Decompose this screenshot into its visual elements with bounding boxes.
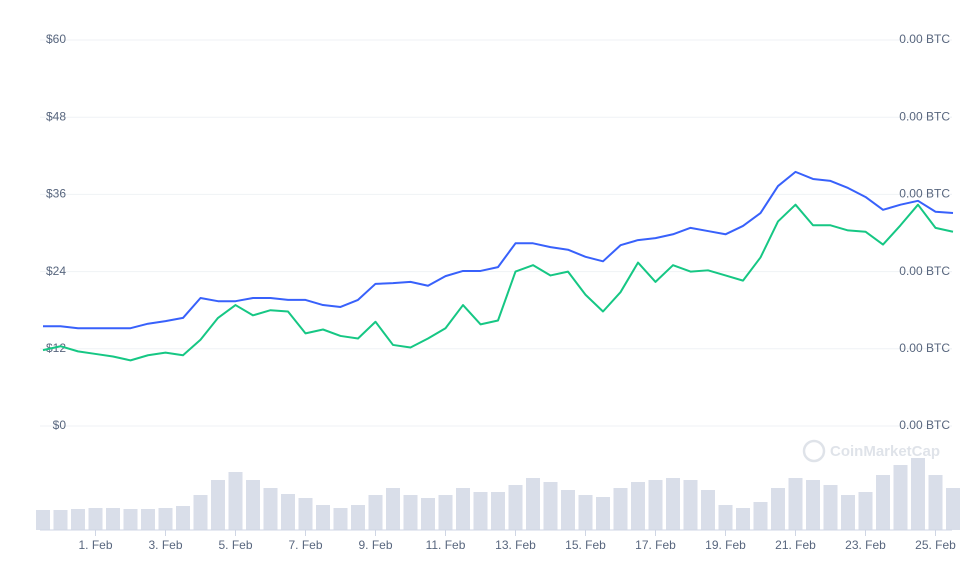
y-tick-label: $0 [53, 418, 67, 432]
volume-bar [736, 508, 750, 530]
volume-bar [123, 509, 138, 530]
volume-bar [578, 495, 593, 530]
volume-bar [753, 502, 768, 530]
volume-bar [193, 495, 208, 530]
volume [36, 458, 960, 530]
x-tick-label: 25. Feb [915, 538, 956, 552]
volume-bar [911, 458, 925, 530]
volume-bar [788, 478, 803, 530]
volume-bar [876, 475, 890, 530]
y-tick-label: $24 [46, 264, 66, 278]
volume-bar [718, 505, 733, 530]
x-tick-label: 17. Feb [635, 538, 676, 552]
volume-bar [333, 508, 348, 530]
volume-bar [211, 480, 225, 530]
volume-bar [36, 510, 50, 530]
volume-bar [158, 508, 173, 530]
volume-bar [106, 508, 120, 530]
volume-bar [141, 509, 155, 530]
volume-bar [683, 480, 698, 530]
volume-bar [701, 490, 715, 530]
x-tick-label: 3. Feb [148, 538, 182, 552]
volume-bar [561, 490, 575, 530]
x-tick-label: 13. Feb [495, 538, 536, 552]
price-line [42, 203, 954, 362]
volume-bar [263, 488, 278, 530]
watermark-text: CoinMarketCap [830, 443, 940, 460]
volume-bar [438, 495, 453, 530]
volume-bar [491, 492, 505, 530]
volume-bar [53, 510, 68, 530]
y2-tick-label: 0.00 BTC [899, 32, 950, 46]
x-tick-label: 21. Feb [775, 538, 816, 552]
volume-bar [596, 497, 610, 530]
watermark-logo [802, 439, 826, 463]
volume-bar [421, 498, 435, 530]
volume-bar [386, 488, 400, 530]
price-line [43, 170, 954, 330]
volume-bar [613, 488, 628, 530]
volume-bar [281, 494, 295, 530]
volume-bar [228, 472, 243, 530]
y2-tick-label: 0.00 BTC [899, 418, 950, 432]
volume-bar [771, 488, 785, 530]
x-tick-label: 23. Feb [845, 538, 886, 552]
volume-bar [71, 509, 85, 530]
volume-bar [893, 465, 908, 530]
volume-bar [298, 498, 313, 530]
x-tick-label: 5. Feb [218, 538, 252, 552]
y2-tick-label: 0.00 BTC [899, 109, 950, 123]
volume-bar [858, 492, 873, 530]
volume-bar [456, 488, 470, 530]
volume-bar [88, 508, 103, 530]
y2-tick-label: 0.00 BTC [899, 341, 950, 355]
volume-bar [526, 478, 540, 530]
x-tick-label: 1. Feb [78, 538, 112, 552]
x-tick-label: 15. Feb [565, 538, 606, 552]
x-tick-label: 7. Feb [288, 538, 322, 552]
volume-bar [316, 505, 330, 530]
y2-tick-label: 0.00 BTC [899, 187, 950, 201]
volume-bar [806, 480, 820, 530]
volume-bar [403, 495, 418, 530]
volume-bar [176, 506, 190, 530]
volume-bar [246, 480, 260, 530]
x-tick-label: 19. Feb [705, 538, 746, 552]
volume-bar [928, 475, 943, 530]
volume-bar [508, 485, 523, 530]
volume-bar [351, 505, 365, 530]
volume-bar [368, 495, 383, 530]
y-tick-label: $60 [46, 32, 66, 46]
x-tick-label: 9. Feb [358, 538, 392, 552]
y2-tick-label: 0.00 BTC [899, 264, 950, 278]
x-tick-label: 11. Feb [426, 538, 466, 552]
volume-bar [543, 482, 558, 530]
volume-bar [841, 495, 855, 530]
volume-bar [648, 480, 663, 530]
volume-bar [473, 492, 488, 530]
volume-bar [946, 488, 960, 530]
volume-bar [823, 485, 838, 530]
y-tick-label: $48 [46, 109, 66, 123]
volume-bar [666, 478, 680, 530]
watermark: CoinMarketCap [802, 439, 940, 463]
y-tick-label: $36 [46, 187, 66, 201]
volume-bar [631, 482, 645, 530]
